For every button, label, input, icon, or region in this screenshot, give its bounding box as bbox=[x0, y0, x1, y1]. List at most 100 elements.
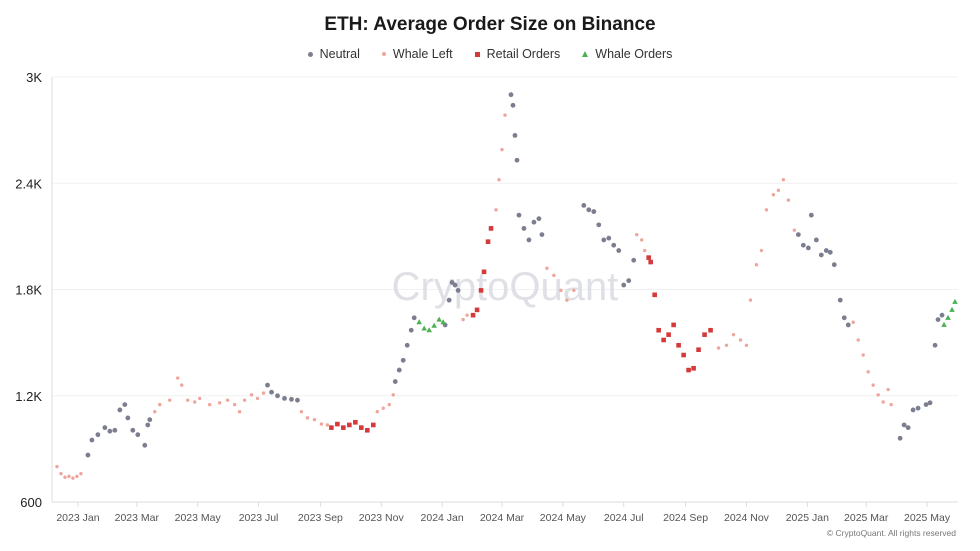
data-point bbox=[197, 396, 202, 401]
data-point bbox=[716, 346, 721, 350]
data-point bbox=[845, 322, 851, 328]
data-point bbox=[559, 288, 563, 293]
data-point bbox=[107, 428, 113, 434]
data-point bbox=[516, 212, 522, 218]
data-point bbox=[305, 416, 310, 420]
data-point bbox=[508, 92, 514, 98]
legend-label: Whale Orders bbox=[595, 47, 673, 61]
data-point bbox=[497, 178, 501, 182]
data-point bbox=[312, 417, 317, 422]
data-point bbox=[941, 321, 947, 327]
data-point bbox=[500, 147, 504, 152]
data-point bbox=[261, 391, 266, 395]
data-point bbox=[426, 327, 432, 333]
legend: Neutral Whale Left Retail Orders Whale O… bbox=[0, 47, 980, 61]
chart-title: ETH: Average Order Size on Binance bbox=[324, 14, 656, 35]
data-point bbox=[153, 409, 157, 414]
legend-item-retail-orders[interactable]: Retail Orders bbox=[474, 47, 561, 61]
data-point bbox=[616, 248, 622, 253]
data-point bbox=[923, 402, 929, 408]
legend-item-whale-left[interactable]: Whale Left bbox=[381, 47, 453, 61]
data-point bbox=[217, 401, 222, 405]
data-point bbox=[901, 422, 907, 428]
data-point bbox=[142, 442, 148, 448]
data-point bbox=[455, 287, 461, 293]
x-tick-label: 2025 May bbox=[904, 512, 951, 524]
legend-item-whale-orders[interactable]: Whale Orders bbox=[582, 47, 672, 61]
data-point bbox=[470, 312, 476, 318]
data-point bbox=[75, 474, 79, 479]
x-tick-label: 2023 Jan bbox=[56, 512, 99, 524]
legend-item-neutral[interactable]: Neutral bbox=[307, 47, 360, 61]
data-point bbox=[176, 376, 180, 380]
data-point bbox=[621, 282, 627, 288]
data-point bbox=[207, 402, 212, 407]
data-point bbox=[945, 314, 951, 320]
data-point bbox=[827, 249, 833, 255]
data-point bbox=[910, 407, 916, 413]
data-point bbox=[192, 400, 197, 404]
data-point bbox=[731, 332, 736, 337]
data-point bbox=[510, 102, 516, 108]
data-point bbox=[359, 425, 364, 430]
data-point bbox=[552, 273, 556, 278]
data-point bbox=[596, 222, 602, 228]
data-point bbox=[474, 307, 480, 313]
x-tick-label: 2023 Mar bbox=[115, 512, 160, 524]
data-point bbox=[299, 409, 304, 414]
x-tick-label: 2025 Jan bbox=[786, 512, 829, 524]
data-point bbox=[581, 202, 587, 208]
data-point bbox=[795, 232, 801, 238]
data-point bbox=[67, 474, 71, 479]
data-point bbox=[861, 353, 865, 357]
data-point bbox=[889, 402, 893, 407]
data-point bbox=[781, 178, 786, 182]
data-point bbox=[396, 367, 402, 373]
data-point bbox=[135, 432, 141, 438]
data-point bbox=[400, 357, 406, 363]
data-point bbox=[269, 389, 274, 395]
data-point bbox=[485, 239, 491, 244]
x-tick-label: 2025 Mar bbox=[844, 512, 889, 524]
data-point bbox=[764, 208, 769, 212]
data-point bbox=[939, 312, 945, 318]
data-point bbox=[586, 207, 592, 213]
data-point bbox=[63, 475, 67, 479]
data-point bbox=[626, 278, 632, 284]
data-point bbox=[652, 292, 657, 298]
data-point bbox=[696, 347, 701, 353]
data-point bbox=[494, 208, 498, 212]
data-point bbox=[876, 393, 880, 397]
data-point bbox=[831, 262, 837, 268]
data-point bbox=[897, 435, 903, 441]
data-point bbox=[102, 425, 108, 431]
y-tick-label: 3K bbox=[26, 70, 42, 85]
data-point bbox=[431, 322, 437, 328]
data-point bbox=[122, 402, 128, 408]
y-tick-label: 600 bbox=[20, 495, 42, 510]
data-point bbox=[606, 235, 612, 241]
x-tick-label: 2024 May bbox=[540, 512, 587, 524]
data-point bbox=[935, 317, 941, 323]
legend-label: Retail Orders bbox=[486, 47, 561, 61]
series-retail-orders bbox=[329, 226, 713, 433]
data-point bbox=[168, 398, 172, 402]
data-point bbox=[805, 245, 811, 251]
data-point bbox=[676, 342, 681, 348]
x-tick-label: 2023 Jul bbox=[239, 512, 279, 524]
data-point bbox=[565, 298, 569, 302]
data-point bbox=[927, 400, 933, 406]
data-point bbox=[186, 398, 190, 402]
x-tick-label: 2023 Sep bbox=[298, 512, 343, 524]
series-whale-orders bbox=[416, 298, 958, 333]
data-point bbox=[952, 298, 958, 304]
legend-marker-neutral bbox=[307, 51, 313, 57]
data-point bbox=[353, 420, 358, 425]
data-point bbox=[526, 237, 532, 243]
data-point bbox=[642, 248, 647, 253]
data-point bbox=[375, 409, 379, 414]
y-tick-label: 2.4K bbox=[15, 176, 42, 191]
data-point bbox=[539, 232, 545, 238]
data-point bbox=[724, 343, 729, 347]
data-point bbox=[488, 226, 494, 231]
